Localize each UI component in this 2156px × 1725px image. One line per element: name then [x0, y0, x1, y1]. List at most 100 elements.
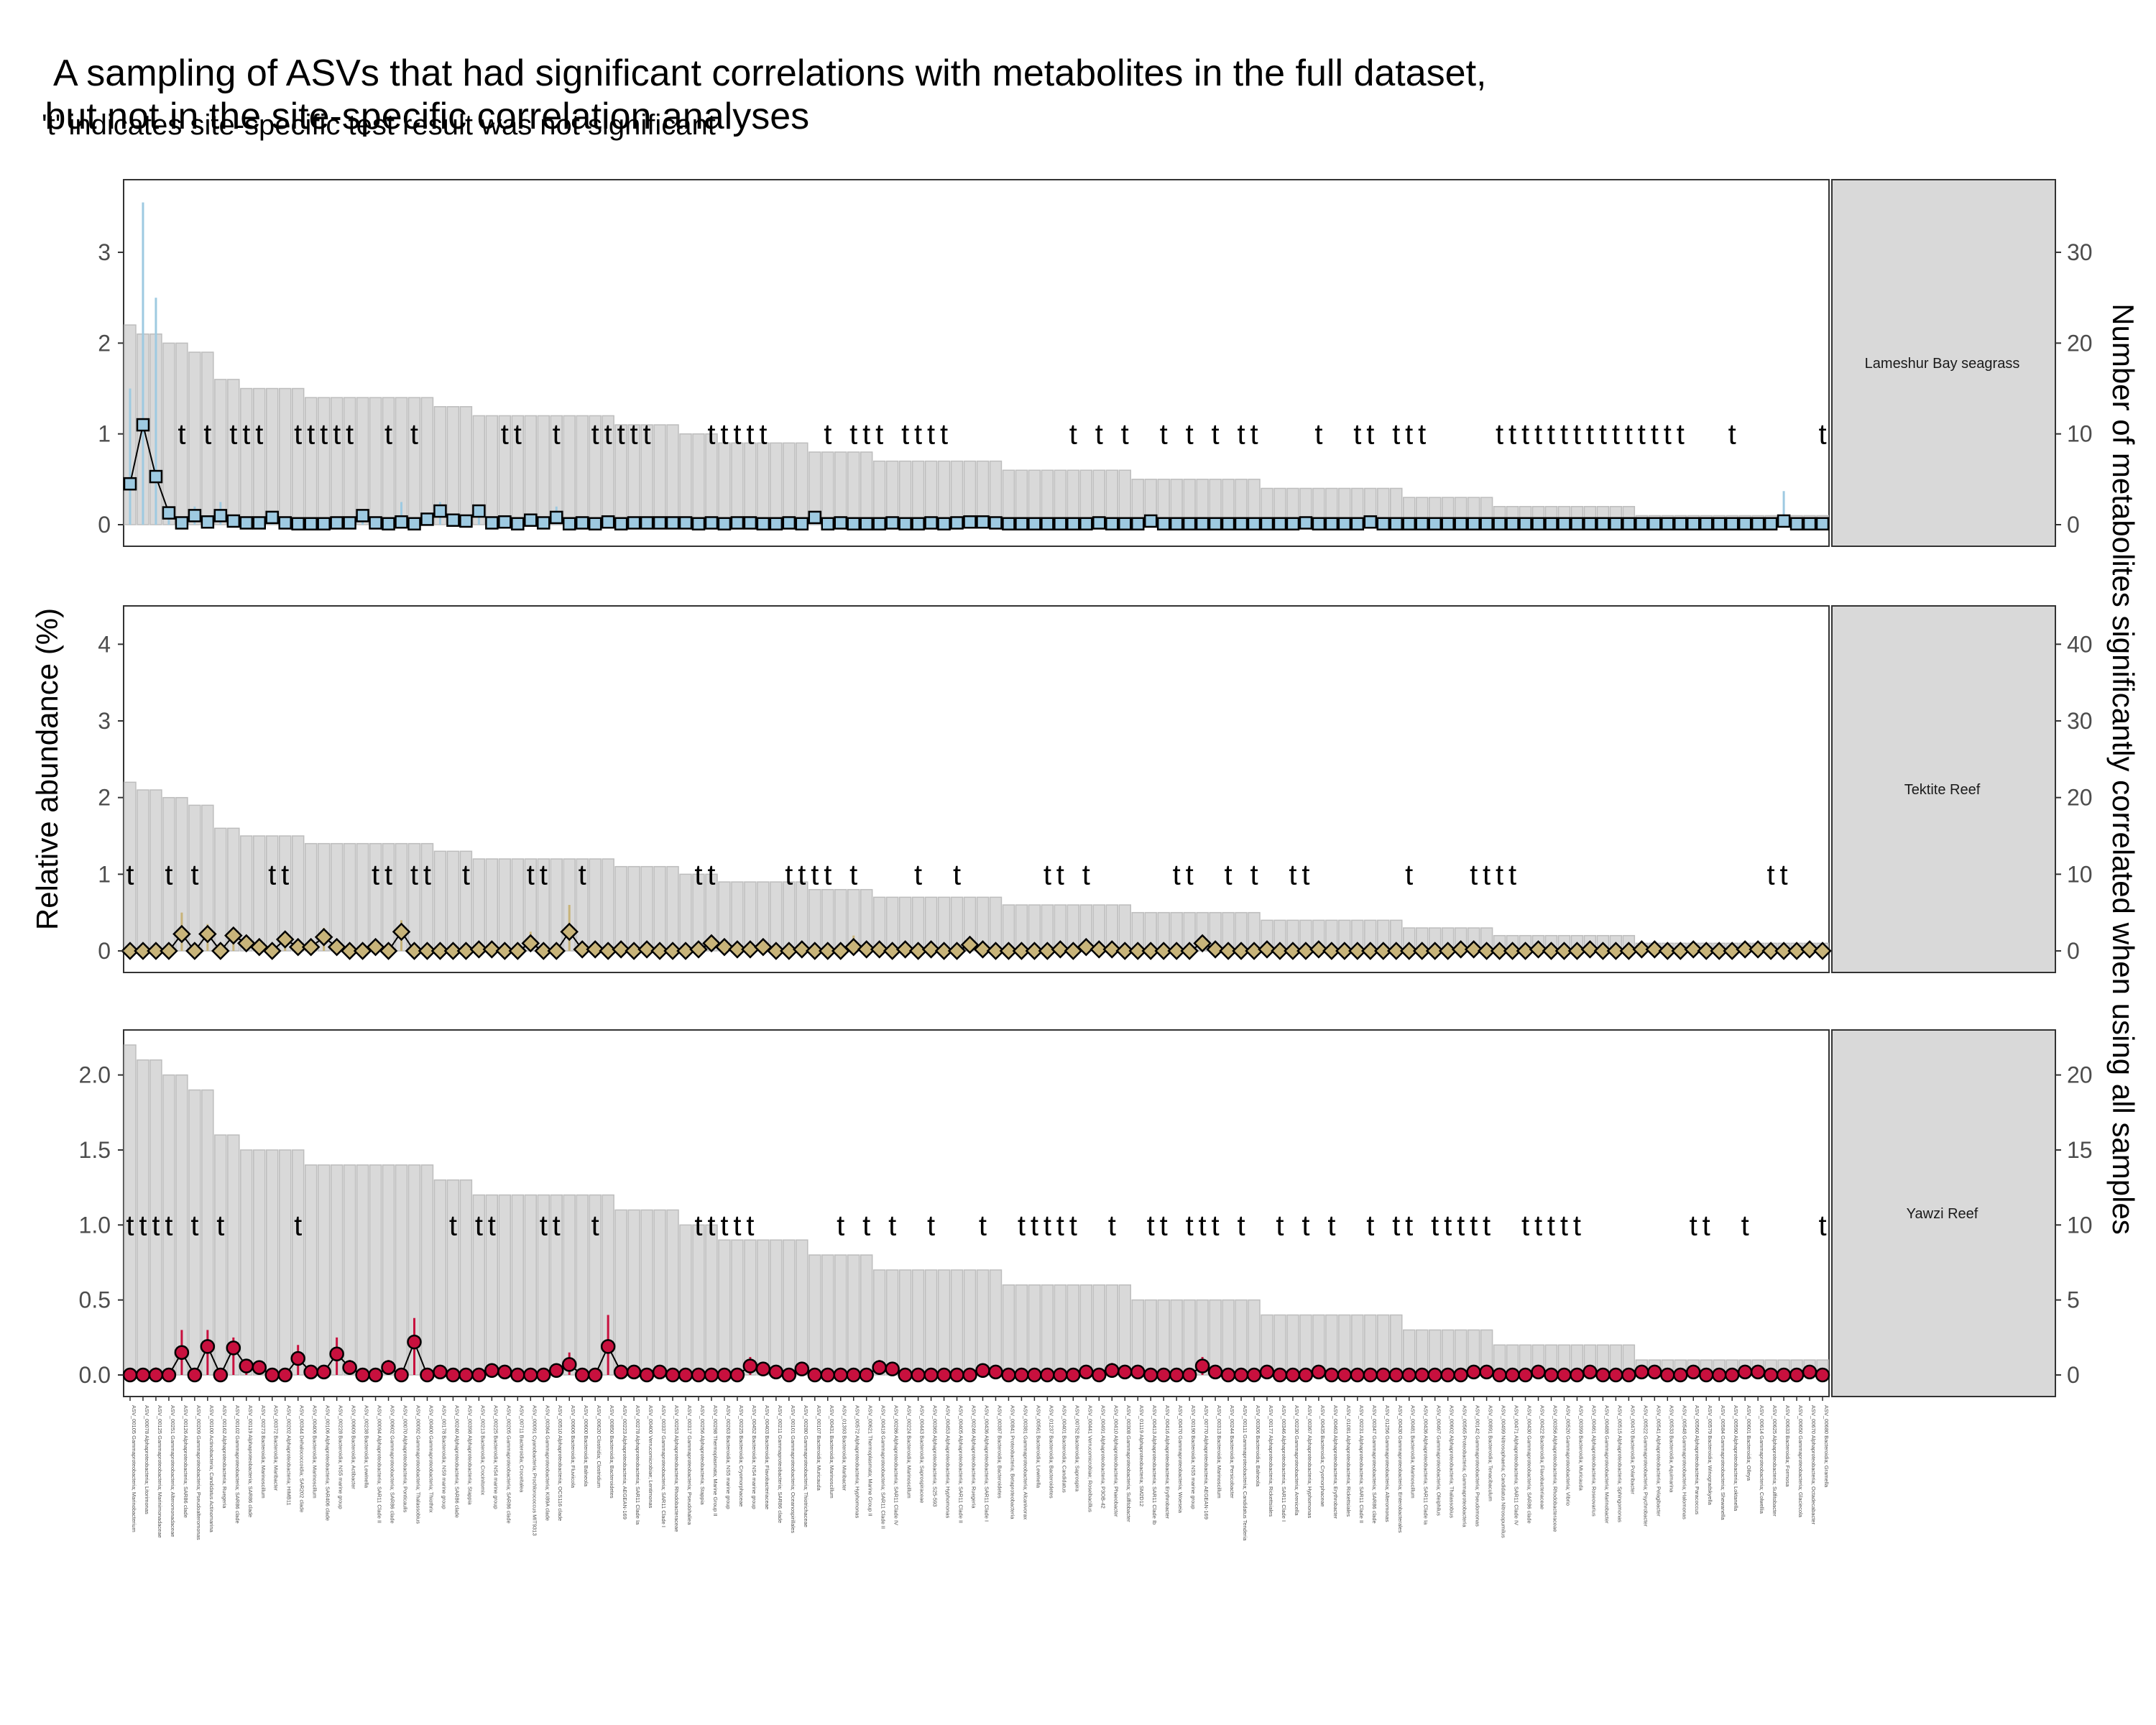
- x-tick-label: ASV_00565 Proteobacteria; Gammaproteobac…: [1462, 1405, 1468, 1528]
- mean-marker: [782, 516, 796, 530]
- mean-marker: [1233, 1367, 1249, 1383]
- mean-marker: [420, 1367, 435, 1383]
- metabolite-count-bar: [1222, 1299, 1235, 1376]
- x-tick-label: ASV_00841 Proteobacteria; Betaproteobact…: [1009, 1405, 1015, 1519]
- t-marker: t: [1457, 1210, 1465, 1241]
- t-marker: t: [1392, 419, 1400, 451]
- mean-marker: [1361, 942, 1380, 960]
- mean-marker: [1232, 942, 1250, 960]
- mean-marker: [1451, 940, 1470, 959]
- mean-marker: [986, 942, 1005, 960]
- metabolite-count-bar: [1209, 1299, 1222, 1376]
- mean-marker: [1298, 1367, 1314, 1383]
- mean-marker: [187, 1367, 203, 1383]
- metabolite-count-bar: [1338, 1314, 1351, 1376]
- mean-marker: [1583, 1364, 1598, 1380]
- x-tick-label: ASV_00850 Bacteroidia; Bacteroidetes: [609, 1405, 615, 1499]
- t-marker: t: [1690, 1210, 1697, 1241]
- mean-marker: [1092, 1367, 1107, 1383]
- t-marker: t: [384, 859, 392, 891]
- x-tick-label: ASV_01119 Alphaproteobacteria; SM2D12: [1138, 1405, 1145, 1506]
- t-marker: t: [540, 1210, 548, 1241]
- mean-marker: [1800, 940, 1819, 959]
- y-tick-label: 2: [98, 785, 111, 811]
- x-tick-label: ASV_00891 Bacteroidia; Tenacibaculum: [1488, 1405, 1494, 1501]
- x-tick-label: ASV_00101 Gammaproteobacteria; Oceanospi…: [790, 1405, 796, 1533]
- t-marker: t: [203, 419, 211, 451]
- mean-marker: [405, 942, 424, 960]
- metabolite-count-bar: [911, 460, 925, 525]
- metabolite-count-bar: [498, 1194, 512, 1376]
- x-tick-label: ASV_00091 Cyanobacteria; Prochlorococcus…: [531, 1405, 538, 1536]
- y-tick-label: 1.5: [79, 1137, 111, 1163]
- mean-marker: [497, 1364, 512, 1380]
- x-tick-label: ASV_01256 Gammaproteobacteria; Alteromon…: [1384, 1405, 1391, 1522]
- metabolite-count-bar: [537, 415, 550, 525]
- x-tick-label: ASV_00070 Alphaproteobacteria; Ponticaul…: [402, 1405, 409, 1513]
- t-marker: t: [1483, 859, 1491, 891]
- t-marker: t: [462, 859, 470, 891]
- mean-marker: [1014, 1367, 1029, 1383]
- mean-marker: [547, 942, 566, 960]
- mean-marker: [807, 1367, 823, 1383]
- t-marker: t: [152, 1210, 160, 1241]
- mean-marker: [317, 517, 331, 530]
- x-tick-label: ASV_00431 Bacteroidia; Marinoscillum: [829, 1405, 835, 1499]
- mean-marker: [1454, 517, 1468, 530]
- mean-marker: [834, 516, 847, 530]
- x-tick-label: ASV_00365 Alphaproteobacteria; S25-593: [932, 1405, 939, 1506]
- mean-marker: [1181, 1367, 1197, 1383]
- t-marker: t: [1044, 1210, 1051, 1241]
- t-marker: t: [1353, 419, 1361, 451]
- metabolite-count-bar: [459, 1179, 473, 1376]
- metabolite-count-bar: [485, 858, 499, 952]
- mean-marker: [549, 510, 563, 525]
- y-tick-label: 2: [98, 330, 111, 356]
- t-marker: t: [1664, 419, 1672, 451]
- mean-marker: [211, 942, 230, 960]
- mean-marker: [1685, 1364, 1701, 1380]
- mean-marker: [561, 1357, 577, 1372]
- mean-marker: [872, 1360, 887, 1375]
- t-marker: t: [888, 1210, 896, 1241]
- mean-marker: [175, 516, 189, 530]
- mean-marker: [1506, 517, 1519, 530]
- mean-marker: [1322, 942, 1341, 960]
- t-marker: t: [707, 859, 715, 891]
- metabolite-count-bar: [1273, 1314, 1286, 1376]
- mean-marker: [742, 1358, 758, 1374]
- x-tick-label: ASV_00406 Bacteroidia; Marinoscillum: [312, 1405, 318, 1499]
- mean-marker: [1596, 517, 1610, 530]
- metabolite-count-bar: [433, 1179, 447, 1376]
- t-marker: t: [862, 419, 870, 451]
- metabolite-count-bar: [253, 387, 266, 525]
- metabolite-count-bar: [1079, 1284, 1093, 1376]
- x-tick-label: ASV_00625 Alphaproteobacteria; Sulfitoba…: [1772, 1405, 1778, 1517]
- mean-marker: [1025, 942, 1044, 960]
- t-marker: t: [1560, 1210, 1568, 1241]
- t-marker: t: [1534, 419, 1542, 451]
- mean-marker: [1128, 942, 1147, 960]
- t-marker: t: [1147, 1210, 1155, 1241]
- x-tick-label: ASV_00364 Gammaproteobacteria; KI89A cla…: [544, 1405, 550, 1521]
- metabolite-count-bar: [640, 865, 653, 952]
- mean-marker: [678, 1367, 694, 1383]
- metabolite-count-bar: [834, 888, 847, 952]
- mean-marker: [1554, 942, 1574, 960]
- x-tick-label: ASV_00225 Bacteroidia; NS4 marine group: [492, 1405, 499, 1509]
- metabolite-count-bar: [227, 379, 240, 525]
- t-marker: t: [1728, 419, 1736, 451]
- t-marker: t: [307, 419, 315, 451]
- metabolite-count-bar: [188, 351, 201, 525]
- metabolite-count-bar: [1299, 1314, 1312, 1376]
- x-tick-label: ASV_00452 Bacteroidia; NS4 marine group: [751, 1405, 757, 1509]
- mean-marker: [1425, 942, 1445, 960]
- metabolite-count-bar: [162, 342, 175, 525]
- x-tick-label: ASV_00231 Alphaproteobacteria; SAR11 Cla…: [1358, 1405, 1365, 1523]
- t-marker: t: [372, 859, 379, 891]
- t-marker: t: [1651, 419, 1659, 451]
- x-tick-label: ASV_00561 Bacteroidia; Lewinella: [1035, 1405, 1041, 1489]
- mean-marker: [973, 940, 992, 959]
- metabolite-count-bar: [821, 451, 834, 525]
- metabolite-count-bar: [304, 1164, 318, 1376]
